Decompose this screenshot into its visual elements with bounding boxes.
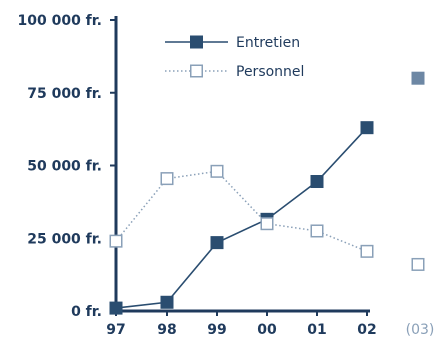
- x-tick-label: 01: [307, 322, 326, 338]
- data-point: [360, 121, 374, 135]
- x-tick-label: (03): [406, 322, 435, 338]
- data-point: [210, 164, 224, 178]
- data-point: [160, 295, 174, 309]
- legend-item-entretien: Entretien: [165, 35, 300, 51]
- data-point: [310, 224, 324, 238]
- data-point: [260, 217, 274, 231]
- legend-marker: [190, 64, 203, 78]
- data-point: [109, 234, 123, 248]
- series-layer: [109, 71, 425, 315]
- y-axis-ticks: 100 000 fr. 75 000 fr. 50 000 fr. 25 000 fr…: [17, 13, 116, 320]
- data-point: [360, 244, 374, 258]
- y-tick-label: 50 000 fr.: [27, 159, 102, 175]
- x-tick-label: 00: [257, 322, 277, 338]
- legend-marker: [190, 35, 203, 49]
- y-tick-label: 75 000 fr.: [27, 86, 102, 102]
- series-line: [115, 127, 368, 309]
- legend: Entretien Personnel: [165, 35, 304, 80]
- y-tick-label: 25 000 fr.: [27, 231, 102, 247]
- series-line: [115, 170, 368, 253]
- legend-label: Personnel: [236, 64, 304, 80]
- x-tick-label: 02: [357, 322, 376, 338]
- y-tick-label: 0 fr.: [71, 304, 102, 320]
- data-point: [411, 71, 425, 85]
- legend-item-personnel: Personnel: [165, 64, 304, 80]
- data-point: [160, 172, 174, 186]
- legend-label: Entretien: [236, 35, 300, 51]
- series-entretien: [109, 71, 425, 315]
- x-tick-label: 97: [106, 322, 125, 338]
- x-tick-label: 98: [157, 322, 176, 338]
- x-axis-ticks: 97 98 99 00 01 02 (03): [106, 311, 434, 338]
- series-personnel: [109, 164, 425, 271]
- data-point: [411, 257, 425, 271]
- y-tick-label: 100 000 fr.: [17, 13, 102, 29]
- x-tick-label: 99: [207, 322, 226, 338]
- data-point: [310, 175, 324, 189]
- data-point: [210, 236, 224, 250]
- chart-axes: [114, 16, 370, 313]
- data-point: [109, 301, 123, 315]
